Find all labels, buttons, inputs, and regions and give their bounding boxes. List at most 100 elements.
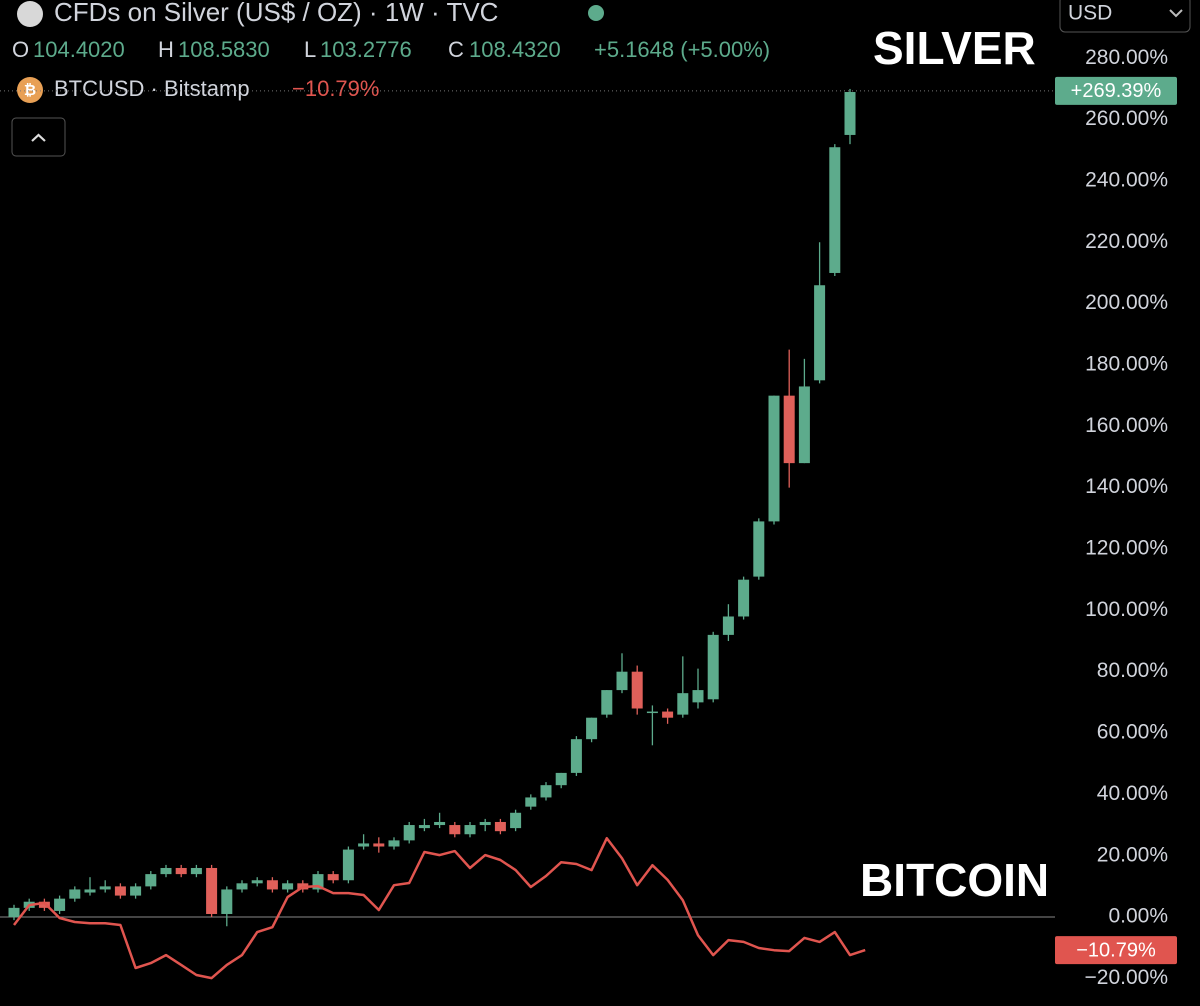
candle-body — [282, 883, 294, 890]
candle-body — [631, 671, 643, 709]
candle-body — [814, 285, 826, 381]
candle-body — [403, 825, 415, 841]
candle-body — [844, 92, 856, 135]
chart-title: CFDs on Silver (US$ / OZ) · 1W · TVC — [54, 0, 498, 27]
y-tick-label: 60.00% — [1097, 721, 1168, 744]
candle-body — [449, 825, 461, 835]
candle-body — [768, 395, 780, 522]
candle-body — [586, 717, 598, 740]
annotation-silver: SILVER — [873, 22, 1036, 74]
last-value-label: −10.79% — [1076, 939, 1156, 961]
candle-body — [738, 579, 750, 617]
y-tick-label: 280.00% — [1085, 46, 1168, 69]
candle-body — [266, 880, 278, 890]
y-tick-label: 120.00% — [1085, 537, 1168, 560]
y-tick-label: 100.00% — [1085, 598, 1168, 621]
btc-icon-glyph: ₿ — [24, 82, 36, 99]
collapse-arrow — [31, 133, 46, 142]
candle-body — [8, 907, 20, 918]
candle-body — [798, 386, 810, 464]
candle-body — [84, 889, 96, 893]
candle-body — [722, 616, 734, 635]
y-tick-label: 160.00% — [1085, 414, 1168, 437]
currency-button[interactable] — [1059, 0, 1191, 33]
candle-body — [510, 812, 522, 829]
y-tick-label: 40.00% — [1097, 782, 1168, 805]
candle-body — [464, 825, 476, 835]
candle-body — [494, 821, 506, 832]
candle-body — [373, 843, 385, 847]
candle-body — [69, 889, 81, 899]
ohlc-l: L — [304, 37, 316, 62]
candle-body — [342, 849, 354, 881]
candle-body — [677, 693, 689, 715]
candle-body — [175, 867, 187, 875]
btc-icon — [17, 77, 43, 103]
candle-body — [783, 395, 795, 464]
compare-change: −10.79% — [292, 76, 379, 101]
candle-body — [312, 874, 324, 890]
ohlc-low: 103.2776 — [320, 37, 412, 62]
y-tick-label: 140.00% — [1085, 475, 1168, 498]
last-value-box — [1055, 936, 1177, 965]
ohlc-close: 108.4320 — [469, 37, 561, 62]
candle-body — [206, 867, 218, 914]
btc-line — [13, 836, 866, 980]
candle-body — [646, 711, 658, 714]
collapse-button[interactable] — [11, 117, 66, 157]
ohlc-c: C — [448, 37, 464, 62]
symbol-icon — [17, 1, 43, 27]
y-tick-label: 80.00% — [1097, 659, 1168, 682]
candle-body — [388, 840, 400, 847]
candle-body — [540, 785, 552, 798]
candle-body — [829, 147, 841, 273]
candle-body — [707, 634, 719, 700]
header: CFDs on Silver (US$ / OZ) · 1W · TVC O 1… — [11, 0, 1191, 157]
candle-body — [555, 772, 567, 786]
candle-body — [145, 874, 157, 887]
y-tick-label: −20.00% — [1085, 966, 1169, 989]
candle-body — [99, 886, 111, 890]
y-tick-label: 200.00% — [1085, 291, 1168, 314]
candle-body — [662, 711, 674, 718]
candle-body — [753, 521, 765, 577]
ohlc-change: +5.1648 (+5.00%) — [594, 37, 770, 62]
y-tick-label: 240.00% — [1085, 169, 1168, 192]
candle-body — [221, 889, 233, 914]
candle-body — [616, 671, 628, 691]
candle-body — [130, 886, 142, 896]
last-value-box — [1055, 76, 1177, 105]
candle-body — [570, 739, 582, 773]
candle-body — [38, 901, 50, 908]
candle-body — [525, 797, 537, 807]
candle-body — [692, 690, 704, 703]
y-tick-label: 220.00% — [1085, 230, 1168, 253]
currency: USD — [1068, 2, 1112, 25]
candle-body — [236, 883, 248, 890]
y-tick-label: 180.00% — [1085, 353, 1168, 376]
candle-body — [327, 874, 339, 881]
currency-caret — [1169, 9, 1183, 18]
ohlc-h: H — [158, 37, 174, 62]
y-tick-label: 260.00% — [1085, 107, 1168, 130]
candle-body — [114, 886, 126, 896]
ohlc-o: O — [12, 37, 29, 62]
compare-name: BTCUSD · Bitstamp — [54, 76, 250, 101]
candle-body — [190, 867, 202, 875]
ohlc-open: 104.4020 — [33, 37, 125, 62]
annotation-bitcoin: BITCOIN — [860, 854, 1049, 906]
y-tick-label: 20.00% — [1097, 843, 1168, 866]
candle-body — [418, 825, 430, 829]
ohlc-high: 108.5830 — [178, 37, 270, 62]
candle-body — [358, 843, 370, 847]
candle-body — [479, 821, 491, 826]
candle-body — [160, 867, 172, 875]
y-tick-label: 0.00% — [1108, 905, 1168, 928]
candle-body — [54, 898, 66, 911]
candle-body — [434, 821, 446, 826]
candle-body — [251, 880, 263, 884]
last-value-label: +269.39% — [1071, 80, 1162, 102]
status-dot — [588, 5, 604, 21]
